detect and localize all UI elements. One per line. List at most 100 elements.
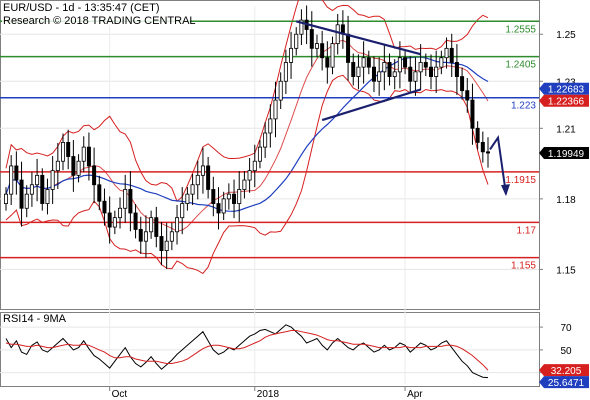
candle [340, 10, 345, 49]
moving-average [5, 56, 489, 212]
middle-band [5, 39, 489, 232]
candle [346, 15, 351, 81]
price-tick-label: 1.25 [556, 30, 576, 41]
candle [242, 171, 247, 199]
svg-text:1.19949: 1.19949 [548, 149, 585, 160]
svg-text:1.22683: 1.22683 [548, 85, 585, 96]
svg-text:25.6471: 25.6471 [548, 378, 585, 389]
candle [428, 54, 433, 90]
projection-arrow [489, 135, 507, 195]
candle [403, 50, 408, 75]
candle [112, 210, 117, 235]
candle [97, 175, 102, 211]
header-bg [2, 1, 190, 26]
candle [50, 156, 55, 205]
candle [289, 31, 294, 79]
candle [164, 222, 169, 269]
candle [408, 56, 413, 93]
price-tick-label: 1.15 [556, 265, 576, 276]
time-tick-label: Apr [407, 389, 423, 400]
candle [190, 173, 195, 205]
rsi-series-9ma [5, 330, 489, 371]
candle [66, 129, 71, 170]
candle [470, 83, 475, 145]
candle [460, 67, 465, 100]
lower-band [5, 74, 489, 275]
candle [294, 27, 299, 56]
candle [118, 197, 123, 229]
candle [392, 59, 397, 90]
candle [76, 154, 81, 183]
time-tick-label: Oct [112, 389, 128, 400]
time-tick-label: 2018 [257, 389, 280, 400]
candle [45, 178, 50, 215]
price-tick-label: 1.21 [556, 124, 576, 135]
candle [449, 33, 454, 78]
svg-text:1.22366: 1.22366 [548, 97, 585, 108]
level-label: 1.2555 [505, 24, 536, 35]
candle [382, 44, 387, 91]
candle [377, 57, 382, 96]
candle [102, 188, 107, 226]
candle [133, 204, 138, 239]
level-label: 1.155 [511, 261, 536, 272]
candle [14, 151, 19, 195]
candle [216, 187, 221, 230]
candle [325, 41, 330, 84]
candle [444, 37, 449, 69]
candle [413, 57, 418, 96]
candle [257, 140, 262, 169]
candle [138, 216, 143, 254]
candle [237, 171, 242, 222]
candle [465, 77, 470, 113]
candle [268, 104, 273, 148]
candle [475, 121, 480, 150]
level-label: 1.223 [511, 101, 536, 112]
triangle-upper-line [295, 20, 421, 56]
rsi-tick-label: 70 [560, 323, 572, 334]
candle [19, 161, 24, 227]
candle [263, 122, 268, 158]
price-levels: 1.2555 1.2405 1.223 1.1915 1.17 1.155 [0, 20, 539, 272]
candle [356, 54, 361, 90]
triangle-lower-line [321, 88, 421, 122]
candle [351, 53, 356, 86]
rsi-badge: 32.205 [539, 364, 589, 377]
price-badge: 1.19949 [539, 147, 589, 160]
candle [247, 157, 252, 193]
candle [366, 50, 371, 75]
axes: 1.251.231.211.181.15Oct2018Apr705030 [109, 30, 576, 400]
candle [35, 158, 40, 202]
bollinger-bands [5, 0, 489, 275]
candle [252, 144, 257, 188]
candle [299, 9, 304, 46]
candle [200, 147, 205, 194]
candles [4, 5, 490, 269]
level-label: 1.2405 [505, 60, 536, 71]
price-tick-label: 1.18 [556, 195, 576, 206]
candle [309, 11, 314, 67]
rsi-series-rsi14 [5, 324, 489, 379]
upper-band [5, 0, 489, 203]
candle [107, 196, 112, 244]
trend-drawings [295, 20, 510, 197]
candle [371, 56, 376, 93]
copyright: Research © 2018 TRADING CENTRAL [3, 15, 196, 27]
candle [314, 34, 319, 58]
candle [480, 131, 485, 163]
candle [485, 137, 490, 168]
candle [128, 171, 133, 232]
candle [180, 187, 185, 235]
candle [330, 36, 335, 75]
chart-title: EUR/USD - 1d - 13:35:47 (CET) [3, 2, 160, 14]
arrow-head [501, 184, 510, 197]
candle [283, 49, 288, 94]
candle [24, 185, 29, 218]
candle [81, 136, 86, 173]
rsi-tick-label: 50 [560, 346, 572, 357]
candle [154, 206, 159, 248]
candle [454, 44, 459, 95]
candle [4, 187, 9, 211]
